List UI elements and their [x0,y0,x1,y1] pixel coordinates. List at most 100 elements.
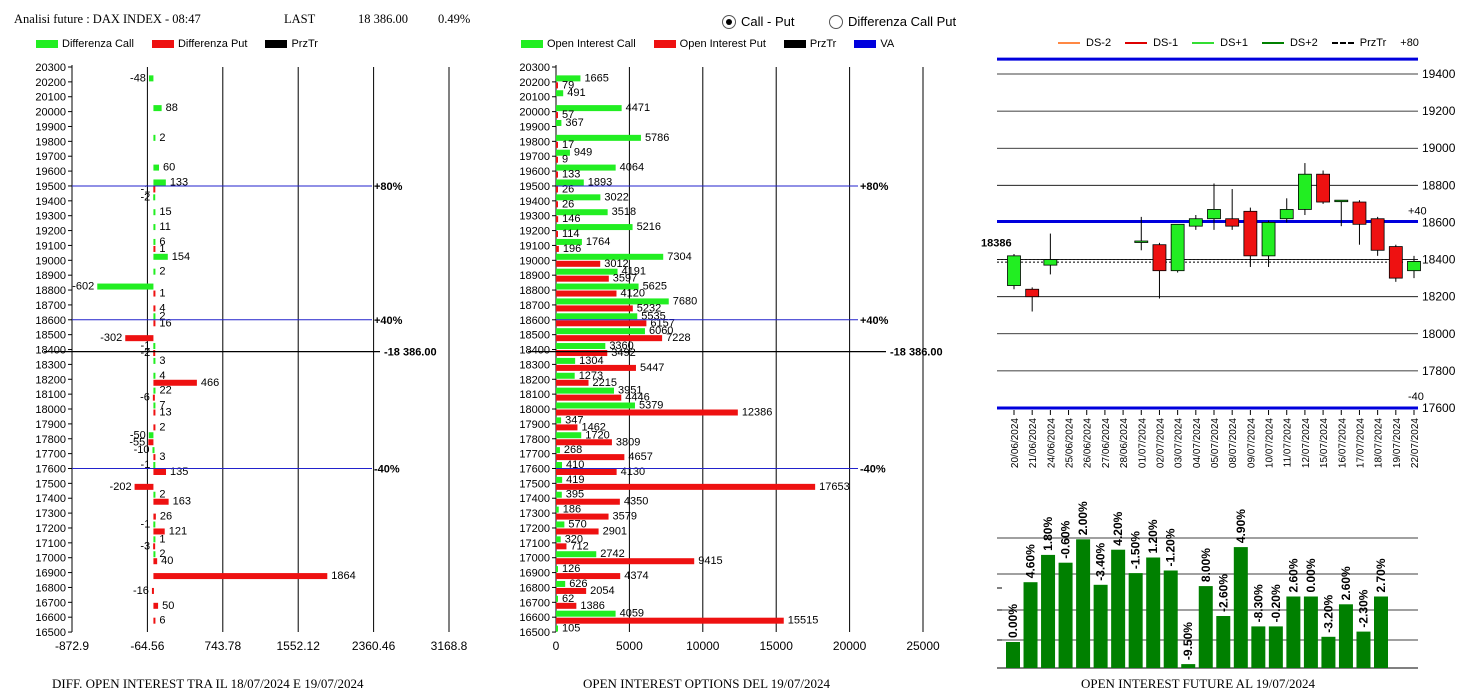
legend-label: Open Interest Put [679,38,766,50]
candle-up [1279,209,1294,220]
caption-diff: DIFF. OPEN INTEREST TRA IL 18/07/2024 E … [52,676,364,691]
strike-label: 18200 [519,374,550,386]
put-bar [153,617,156,624]
date-label: 18/07/2024 [1374,418,1385,468]
call-value-label: 1665 [584,72,608,84]
legend-item: PrzTr [1331,37,1387,49]
call-bar [556,372,575,379]
date-label: 21/06/2024 [1028,418,1039,468]
call-bar [556,283,639,290]
price-tick-label: 17600 [1422,401,1456,415]
date-label: 17/07/2024 [1355,418,1366,468]
put-value-label: 50 [162,600,174,612]
strike-label: 20100 [519,92,550,104]
legend-line [1125,42,1148,44]
put-bar [556,156,558,163]
call-bar [556,566,558,573]
call-value-label: 3518 [612,206,636,218]
legend-swatch [151,40,174,48]
put-value-label: 26 [160,511,172,523]
put-bar [556,275,609,282]
oi-bar [1198,586,1213,668]
caption-future: OPEN INTEREST FUTURE AL 19/07/2024 [1081,676,1316,691]
legend-label: VA [880,38,895,50]
call-value-label: 3951 [618,385,642,397]
call-bar [556,432,582,439]
put-bar [556,141,558,148]
call-bar [153,224,156,231]
strike-label: 19100 [519,240,550,252]
strike-label: 16800 [35,582,66,594]
date-label: 11/07/2024 [1283,418,1294,468]
date-label: 28/06/2024 [1119,418,1130,468]
put-value-label: 5232 [637,302,661,314]
call-bar [556,387,615,394]
legend-item: Differenza Put [151,38,247,50]
put-value-label: 1 [159,243,165,255]
oi-change-label: 4.20% [1111,511,1125,545]
call-bar [556,461,563,468]
put-bar [556,454,625,461]
percent-level-label: +80% [374,181,403,193]
call-value-label: 395 [566,489,584,501]
oi-change-label: 2.00% [1076,501,1090,535]
percent-level-label: -40% [374,463,400,475]
put-value-label: -16 [133,585,149,597]
call-bar [153,194,156,201]
strike-label: 20000 [35,107,66,119]
band-bottom-label: -40 [1408,391,1424,403]
price-tick-label: 19200 [1422,104,1456,118]
date-label: 27/06/2024 [1101,418,1112,468]
put-value-label: 466 [201,377,219,389]
call-value-label: 15 [159,206,171,218]
put-bar [556,320,647,327]
put-value-label: 4446 [625,392,649,404]
call-value-label: 2742 [600,548,624,560]
percent-level-label: -40% [860,463,886,475]
put-value-label: -302 [100,332,122,344]
candle-down [1025,288,1040,298]
legend-oi: Open Interest Call Open Interest Put Prz… [521,38,912,50]
put-value-label: 196 [563,243,581,255]
call-value-label: 2 [159,489,165,501]
strike-label: 17800 [519,434,550,446]
put-value-label: 1462 [581,421,605,433]
strike-label: 19500 [519,181,550,193]
put-bar [153,498,169,505]
put-bar [556,424,578,431]
x-tick-label: 1552.12 [277,639,321,653]
strike-label: 17300 [519,508,550,520]
legend-line [1058,42,1080,44]
put-value-label: 114 [562,228,580,240]
legend-line [1261,42,1284,44]
call-bar [153,372,156,379]
radio-differenza-call-put[interactable]: Differenza Call Put [829,14,956,29]
put-bar [556,290,617,297]
put-value-label: 3012 [604,258,628,270]
strike-label: 17700 [519,449,550,461]
oi-bar [1216,616,1231,668]
legend-label: DS+1 [1220,37,1248,49]
call-value-label: 22 [159,385,171,397]
strike-label: 20200 [519,77,550,89]
call-value-label: 105 [562,623,580,635]
call-value-label: -602 [72,281,94,293]
call-bar [556,75,581,82]
strike-label: 18700 [519,300,550,312]
strike-label: 17400 [519,493,550,505]
radio-call-put[interactable]: Call - Put [722,14,794,29]
legend-label: PrzTr [1359,37,1387,49]
strike-label: 18500 [519,330,550,342]
date-label: 01/07/2024 [1137,418,1148,468]
oi-bar [1128,573,1143,668]
legend-line [1331,42,1354,44]
put-bar [556,409,738,416]
put-value-label: 2901 [603,525,627,537]
date-label: 12/07/2024 [1301,418,1312,468]
put-bar [556,483,816,490]
oi-change-label: -2.30% [1356,589,1370,627]
call-value-label: -50 [130,429,146,441]
candle-down [1370,218,1385,251]
put-value-label: 3579 [613,511,637,523]
